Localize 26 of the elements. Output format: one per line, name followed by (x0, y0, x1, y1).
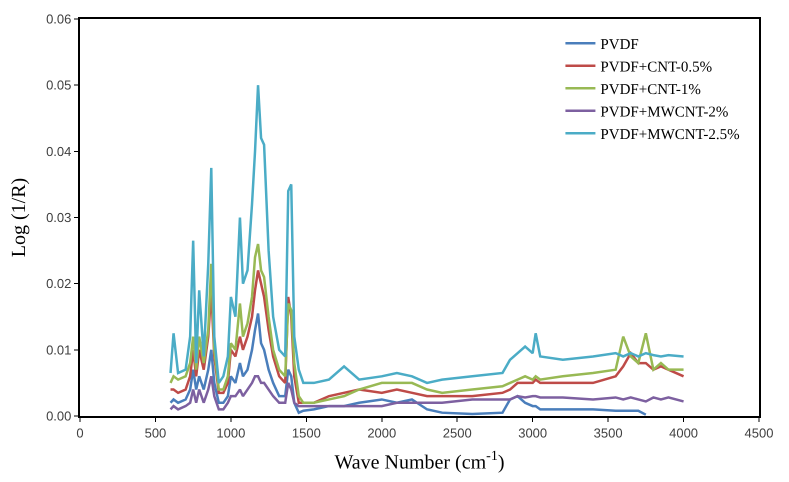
y-axis-title: Log (1/R) (8, 178, 30, 258)
x-tick-label: 1500 (292, 426, 321, 441)
legend-label: PVDF+MWCNT-2.5% (600, 127, 740, 144)
y-tick-label: 0.01 (46, 342, 72, 358)
x-tick-label: 3500 (594, 426, 623, 441)
x-tick-label: 4000 (669, 426, 698, 441)
x-axis-title: Wave Number (cm$^{-1}$) (334, 449, 505, 474)
y-tick-label: 0.02 (46, 276, 72, 292)
x-tick-label: 2000 (367, 426, 396, 441)
x-tick-label: 3000 (518, 426, 548, 441)
line-series (169, 375, 685, 411)
legend-label: PVDF+MWCNT-2% (600, 104, 728, 121)
y-tick-label: 0.04 (46, 144, 72, 159)
y-tick-label: 0.00 (46, 408, 72, 424)
x-tick-label: 500 (144, 426, 166, 441)
legend-label: PVDF+CNT-0.5% (600, 60, 712, 76)
x-tick-label: 0 (76, 426, 84, 441)
y-tick-label: 0.05 (46, 78, 72, 93)
x-tick-label: 4500 (744, 426, 774, 441)
y-tick-label: 0.06 (46, 12, 72, 27)
legend-label: PVDF+CNT-1% (600, 82, 701, 98)
y-tick-label: 0.03 (46, 210, 72, 226)
line-series (169, 312, 648, 416)
x-tick-label: 1000 (216, 426, 246, 441)
legend-label: PVDF (600, 37, 639, 54)
x-tick-label: 2500 (442, 426, 472, 441)
